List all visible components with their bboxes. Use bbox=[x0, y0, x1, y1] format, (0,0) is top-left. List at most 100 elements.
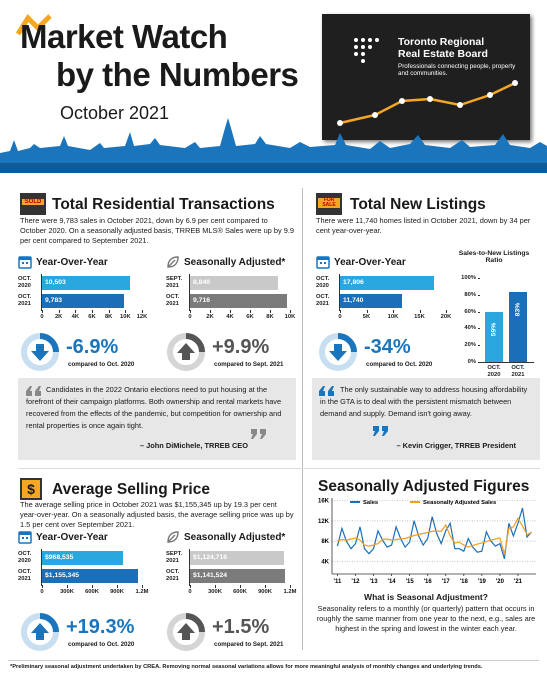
quote-author: – Kevin Crigger, TRREB President bbox=[396, 441, 516, 450]
ring-icon bbox=[20, 612, 60, 652]
x-tick-label: 2K bbox=[54, 314, 63, 320]
quote-mark bbox=[26, 386, 41, 396]
tick-mark bbox=[210, 310, 211, 313]
stat-value: +19.3% bbox=[66, 616, 135, 638]
x-tick-label: 0 bbox=[40, 589, 44, 595]
x-tick-label: 10K bbox=[284, 314, 296, 320]
tick-mark bbox=[419, 310, 421, 313]
chart-icon bbox=[316, 255, 330, 269]
value-label: $1,124,716 bbox=[193, 554, 228, 561]
tick-mark bbox=[92, 310, 93, 313]
section-title: Total New Listings bbox=[350, 196, 486, 213]
tick-mark bbox=[478, 345, 480, 347]
stat-value: -34% bbox=[364, 336, 411, 358]
quote-box bbox=[312, 378, 540, 460]
bar bbox=[190, 294, 288, 308]
category-label: OCT. 2020 bbox=[316, 276, 330, 289]
footnote: *Preliminary seasonal adjustment underta… bbox=[10, 664, 483, 670]
tick-mark bbox=[478, 362, 480, 363]
stat-value: +1.5% bbox=[212, 616, 270, 638]
divider bbox=[18, 468, 540, 469]
bar bbox=[190, 569, 286, 583]
y-tick-label: 60% bbox=[464, 308, 476, 315]
org-tagline: Professionals connecting people, propert… bbox=[398, 63, 516, 77]
x-tick-label: 8K bbox=[104, 314, 113, 320]
divider bbox=[302, 188, 303, 650]
x-tick-label: '12 bbox=[351, 579, 360, 585]
tick-mark bbox=[42, 310, 43, 313]
value-label: 17,806 bbox=[343, 279, 364, 286]
bar bbox=[42, 569, 139, 583]
x-tick-label: 0 bbox=[188, 589, 192, 595]
x-tick-label: 15K bbox=[414, 314, 425, 320]
x-tick-label: '17 bbox=[442, 579, 451, 585]
tick-mark bbox=[108, 310, 110, 313]
tick-mark bbox=[215, 585, 216, 588]
x-tick-label: 5K bbox=[362, 314, 371, 320]
axis-line bbox=[189, 549, 190, 586]
axis-line bbox=[41, 274, 42, 311]
quote-text: The only sustainable way to address hous… bbox=[320, 385, 528, 418]
value-label: 83% bbox=[514, 302, 522, 317]
category-label: OCT. 2021 bbox=[316, 294, 330, 307]
axis-line bbox=[41, 549, 42, 586]
tick-mark bbox=[478, 328, 480, 330]
value-label: 9,783 bbox=[45, 297, 63, 304]
tick-mark bbox=[478, 278, 480, 279]
tick-mark bbox=[230, 310, 231, 313]
y-tick-label: 4K bbox=[321, 559, 329, 565]
x-tick-label: 900K bbox=[110, 589, 124, 595]
tick-mark bbox=[393, 310, 394, 313]
bar bbox=[42, 294, 124, 308]
line-chart: 4K 8K 12K 16K '11 '12 '13 '14 '15 '16 '17 '18 '19 '20… bbox=[318, 498, 536, 585]
chart-title: Seasonally Adjusted* bbox=[184, 257, 286, 268]
value-label: $1,141,524 bbox=[193, 572, 228, 579]
ring-icon bbox=[20, 332, 60, 372]
category-label: OCT. 2021 bbox=[166, 294, 180, 307]
x-tick-label: 4K bbox=[71, 314, 80, 320]
x-tick-label: 600K bbox=[85, 589, 99, 595]
bar bbox=[42, 551, 123, 565]
x-tick-label: '15 bbox=[406, 579, 415, 585]
x-tick-label: '14 bbox=[388, 579, 397, 585]
bar bbox=[190, 276, 279, 290]
tick-mark bbox=[75, 310, 77, 313]
title: Market Watch bbox=[20, 18, 228, 55]
tick-mark bbox=[265, 585, 266, 588]
chart-icon bbox=[166, 255, 180, 269]
x-tick-label: 900K bbox=[258, 589, 272, 595]
decor-line bbox=[337, 80, 518, 126]
tick-mark bbox=[366, 310, 368, 313]
value-label: 11,740 bbox=[343, 297, 364, 304]
value-label: $968,535 bbox=[45, 554, 74, 561]
value-label: 9,716 bbox=[193, 297, 211, 304]
chart-title: Year-Over-Year bbox=[36, 257, 108, 268]
x-tick-label: 2K bbox=[206, 314, 214, 320]
tick-mark bbox=[240, 585, 241, 588]
org-name: Toronto Regional Real Estate Board bbox=[398, 36, 488, 61]
x-tick-label: 300K bbox=[208, 589, 222, 595]
legend-label: Seasonally Adjusted Sales bbox=[423, 500, 496, 506]
ring-icon bbox=[166, 612, 206, 652]
section-text: There were 9,783 sales in October 2021, … bbox=[20, 216, 294, 245]
tick-mark bbox=[142, 310, 143, 313]
stat-value: +9.9% bbox=[212, 336, 270, 358]
value-label: 10,503 bbox=[45, 279, 66, 286]
x-tick-label: 6K bbox=[88, 314, 96, 320]
quote-mark bbox=[319, 386, 334, 396]
icon-label: FOR SALE bbox=[318, 198, 340, 208]
series-line bbox=[336, 507, 532, 559]
quote-author: – John DiMichele, TRREB CEO bbox=[139, 441, 248, 450]
ring-icon bbox=[318, 332, 358, 372]
axis-line bbox=[480, 362, 534, 363]
x-tick-label: 10K bbox=[387, 314, 399, 320]
stat-note: compared to Sept. 2021 bbox=[214, 641, 284, 648]
series-line bbox=[337, 517, 532, 555]
x-tick-label: 0 bbox=[40, 314, 44, 320]
stat-note: compared to Oct. 2020 bbox=[366, 361, 433, 368]
value-label: 8,840 bbox=[193, 279, 211, 286]
bar bbox=[340, 276, 435, 290]
bar bbox=[340, 294, 403, 308]
chart-title: Seasonally Adjusted* bbox=[184, 532, 286, 543]
